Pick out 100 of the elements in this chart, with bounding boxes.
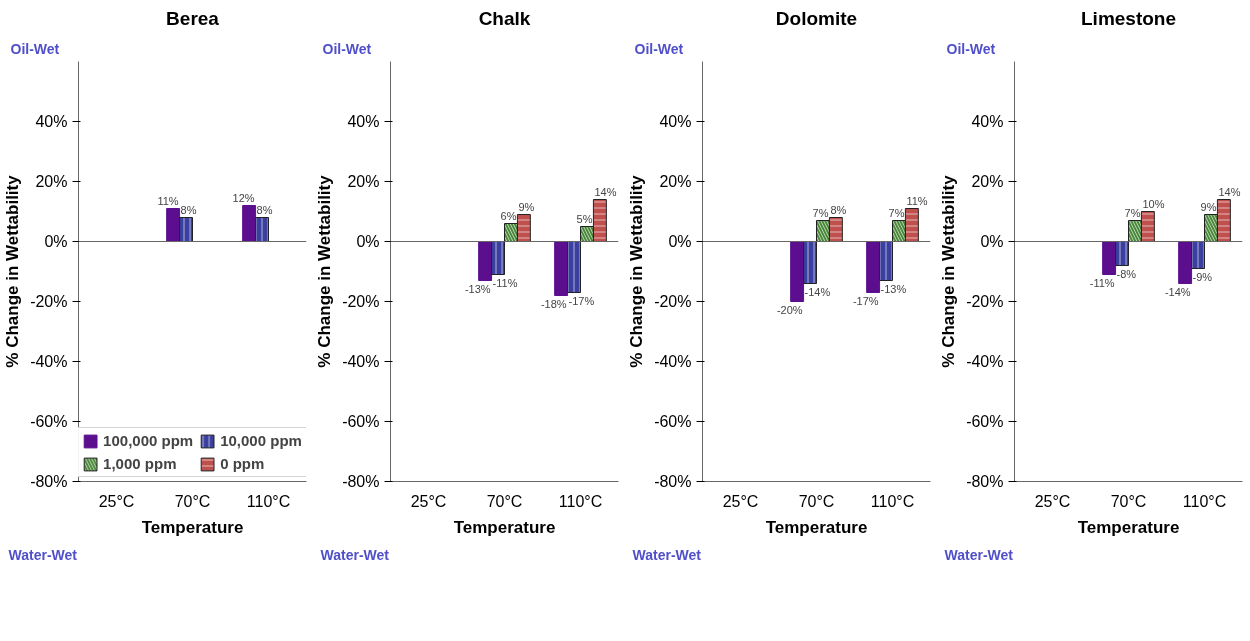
legend-label: 100,000 ppm bbox=[103, 432, 194, 449]
bar bbox=[478, 241, 493, 281]
text: Water-Wet bbox=[944, 546, 1014, 563]
x-tick-label: 25°C bbox=[722, 492, 759, 510]
data-label: -18% bbox=[540, 297, 567, 310]
x-tick-label: 110°C bbox=[246, 492, 291, 510]
x-axis-title: Temperature bbox=[765, 517, 868, 537]
text: Oil-Wet bbox=[10, 40, 60, 57]
data-label: -14% bbox=[1164, 285, 1191, 298]
x-tick-label: 110°C bbox=[558, 492, 603, 510]
text: Water-Wet bbox=[632, 546, 702, 563]
bar bbox=[1102, 241, 1117, 275]
y-axis-title: % Change in Wettability bbox=[3, 174, 23, 368]
data-label: 7% bbox=[812, 206, 829, 219]
y-tick-label: -60% bbox=[654, 413, 692, 430]
x-tick-label: 25°C bbox=[98, 492, 135, 510]
bar bbox=[242, 205, 257, 242]
text: Oil-Wet bbox=[946, 40, 996, 57]
y-tick-label: 0% bbox=[44, 233, 68, 250]
bar bbox=[166, 208, 181, 242]
bar bbox=[554, 241, 569, 296]
y-tick-label: -60% bbox=[342, 413, 380, 430]
y-axis-title: % Change in Wettability bbox=[939, 174, 959, 368]
data-label: 14% bbox=[594, 185, 617, 198]
data-label: 14% bbox=[1218, 185, 1241, 198]
x-axis-title: Temperature bbox=[453, 517, 556, 537]
chart-title: Limestone bbox=[1080, 7, 1177, 29]
data-label: -20% bbox=[776, 303, 803, 316]
text: Water-Wet bbox=[320, 546, 390, 563]
x-tick-label: 70°C bbox=[486, 492, 523, 510]
chart-title: Dolomite bbox=[775, 7, 858, 29]
y-tick-label: -60% bbox=[966, 413, 1004, 430]
data-label: 8% bbox=[256, 203, 273, 216]
y-tick-label: 0% bbox=[668, 233, 692, 250]
bar bbox=[866, 241, 881, 293]
x-tick-label: 70°C bbox=[1110, 492, 1147, 510]
data-label: 7% bbox=[1124, 206, 1141, 219]
data-label: 11% bbox=[157, 194, 179, 207]
y-tick-label: -40% bbox=[966, 353, 1004, 370]
data-label: -11% bbox=[1089, 276, 1115, 289]
data-label: -17% bbox=[852, 294, 879, 307]
bar bbox=[1178, 241, 1193, 284]
legend-label: 0 ppm bbox=[220, 455, 265, 472]
y-tick-label: 40% bbox=[659, 113, 692, 130]
legend-label: 10,000 ppm bbox=[220, 432, 302, 449]
y-tick-label: 20% bbox=[971, 173, 1004, 190]
x-tick-label: 70°C bbox=[798, 492, 835, 510]
data-label: 5% bbox=[576, 212, 593, 225]
y-tick-label: -80% bbox=[966, 473, 1004, 490]
text: Water-Wet bbox=[8, 546, 78, 563]
x-axis-title: Temperature bbox=[1077, 517, 1180, 537]
y-tick-label: 20% bbox=[659, 173, 692, 190]
data-label: -17% bbox=[568, 294, 595, 307]
data-label: 6% bbox=[500, 209, 517, 222]
y-axis-title: % Change in Wettability bbox=[627, 174, 647, 368]
x-axis-title: Temperature bbox=[141, 517, 244, 537]
legend-label: 1,000 ppm bbox=[103, 455, 177, 472]
x-tick-label: 110°C bbox=[1182, 492, 1227, 510]
y-tick-label: 40% bbox=[971, 113, 1004, 130]
y-tick-label: -80% bbox=[30, 473, 68, 490]
y-tick-label: 0% bbox=[980, 233, 1004, 250]
y-tick-label: -60% bbox=[30, 413, 68, 430]
data-label: 8% bbox=[180, 203, 197, 216]
y-tick-label: 40% bbox=[347, 113, 380, 130]
y-tick-label: 0% bbox=[356, 233, 380, 250]
y-tick-label: -20% bbox=[30, 293, 68, 310]
x-tick-label: 25°C bbox=[410, 492, 447, 510]
text: Oil-Wet bbox=[322, 40, 372, 57]
y-tick-label: -40% bbox=[342, 353, 380, 370]
data-label: 9% bbox=[1200, 200, 1217, 213]
y-tick-label: -20% bbox=[342, 293, 380, 310]
data-label: 11% bbox=[906, 194, 928, 207]
data-label: -8% bbox=[1116, 267, 1137, 280]
bar bbox=[790, 241, 805, 302]
text: Oil-Wet bbox=[634, 40, 684, 57]
y-tick-label: -40% bbox=[30, 353, 68, 370]
data-label: 8% bbox=[830, 203, 847, 216]
x-tick-label: 110°C bbox=[870, 492, 915, 510]
y-tick-label: -20% bbox=[654, 293, 692, 310]
y-tick-label: -80% bbox=[342, 473, 380, 490]
data-label: -14% bbox=[804, 285, 831, 298]
y-tick-label: -80% bbox=[654, 473, 692, 490]
x-tick-label: 25°C bbox=[1034, 492, 1071, 510]
data-label: 7% bbox=[888, 206, 905, 219]
y-tick-label: 20% bbox=[347, 173, 380, 190]
data-label: -13% bbox=[464, 282, 491, 295]
data-label: -9% bbox=[1192, 270, 1213, 283]
data-label: 10% bbox=[1142, 197, 1165, 210]
y-tick-label: 40% bbox=[35, 113, 68, 130]
y-tick-label: -40% bbox=[654, 353, 692, 370]
chart-title: Berea bbox=[166, 7, 220, 29]
chart-title: Chalk bbox=[478, 7, 531, 29]
y-axis-title: % Change in Wettability bbox=[315, 174, 335, 368]
y-tick-label: -20% bbox=[966, 293, 1004, 310]
data-label: 9% bbox=[518, 200, 535, 213]
x-tick-label: 70°C bbox=[174, 492, 211, 510]
data-label: 12% bbox=[232, 191, 255, 204]
y-tick-label: 20% bbox=[35, 173, 68, 190]
data-label: -13% bbox=[880, 282, 907, 295]
data-label: -11% bbox=[492, 276, 518, 289]
